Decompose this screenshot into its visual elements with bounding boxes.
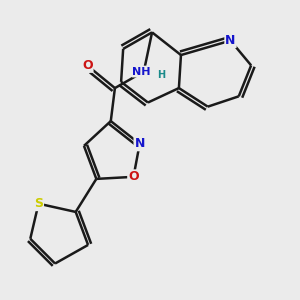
Text: O: O [82,59,93,72]
Text: N: N [134,137,145,150]
Text: NH: NH [133,67,151,76]
Text: S: S [34,197,43,210]
Text: O: O [128,170,139,183]
Text: H: H [157,70,165,80]
Text: N: N [225,34,236,47]
